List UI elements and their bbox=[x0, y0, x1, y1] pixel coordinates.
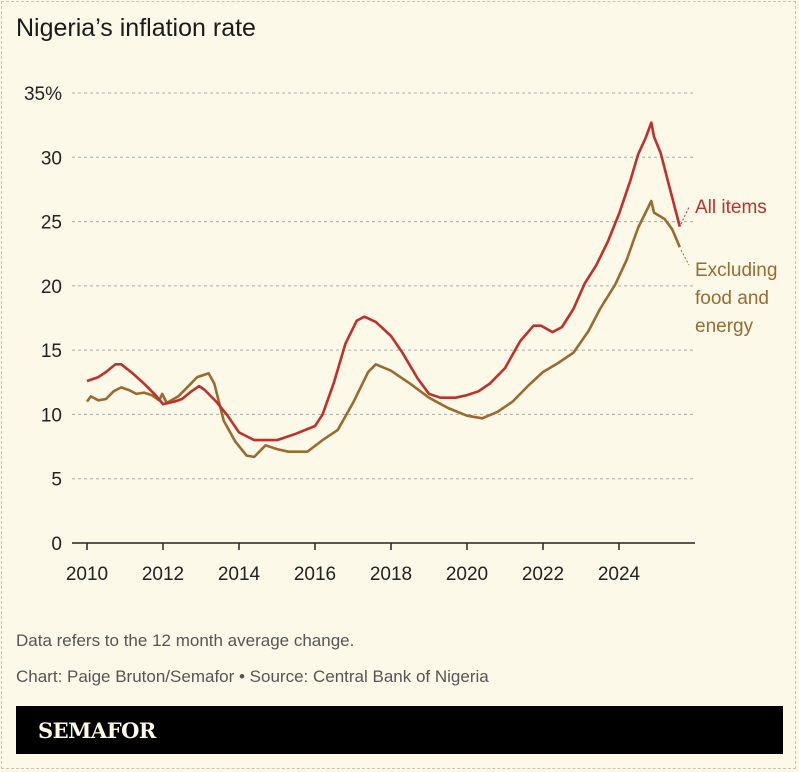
series-label-excluding-food-energy: Excluding bbox=[695, 260, 777, 281]
series-label-excluding-food-energy: energy bbox=[695, 316, 754, 337]
x-tick-label: 2012 bbox=[142, 564, 184, 585]
x-tick-label: 2016 bbox=[294, 564, 336, 585]
label-leader bbox=[680, 249, 690, 266]
x-tick-label: 2022 bbox=[522, 564, 564, 585]
y-tick-label: 30 bbox=[41, 148, 62, 169]
y-tick-label: 20 bbox=[41, 277, 62, 298]
line-chart: 0 5 10 15 20 25 30 35% 2010 2012 2014 2016 2018 2020 2… bbox=[24, 84, 777, 585]
series-label-all-items: All items bbox=[695, 197, 767, 218]
y-tick-label: 0 bbox=[51, 534, 62, 555]
y-tick-label: 35% bbox=[24, 84, 62, 105]
chart-credit: Chart: Paige Bruton/Semafor • Source: Ce… bbox=[16, 667, 489, 686]
x-tick-label: 2024 bbox=[598, 564, 641, 585]
label-leader bbox=[680, 206, 690, 225]
series-line bbox=[85, 199, 681, 459]
y-tick-label: 5 bbox=[51, 470, 62, 491]
y-tick-label: 25 bbox=[41, 213, 62, 234]
semafor-logo: SEMAFOR bbox=[38, 718, 156, 743]
y-tick-label: 15 bbox=[41, 341, 62, 362]
x-tick-label: 2020 bbox=[446, 564, 488, 585]
chart-title: Nigeria’s inflation rate bbox=[16, 14, 256, 42]
x-tick-label: 2010 bbox=[66, 564, 108, 585]
series-line bbox=[86, 121, 682, 442]
x-tick-label: 2014 bbox=[218, 564, 261, 585]
series-label-excluding-food-energy: food and bbox=[695, 288, 769, 309]
brand-bar: SEMAFOR bbox=[16, 706, 783, 754]
chart-note: Data refers to the 12 month average chan… bbox=[16, 631, 355, 650]
x-tick-label: 2018 bbox=[370, 564, 412, 585]
y-tick-label: 10 bbox=[41, 405, 62, 426]
